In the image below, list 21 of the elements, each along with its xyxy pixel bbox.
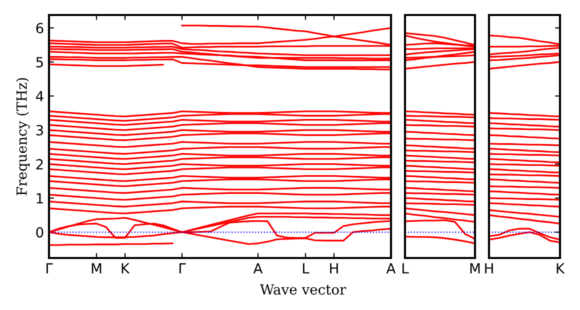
x-tick-label: Γ: [46, 263, 53, 274]
x-tick-label: A: [386, 263, 396, 274]
y-tick-label: 2: [36, 159, 43, 170]
x-tick-label: L: [302, 263, 310, 274]
x-axis-title: Wave vector: [260, 284, 346, 295]
y-tick-label: 1: [36, 193, 43, 204]
x-tick-label: Γ: [179, 263, 186, 274]
x-tick-label: K: [556, 263, 565, 274]
x-tick-label: H: [330, 263, 338, 274]
x-tick-label: H: [485, 263, 493, 274]
y-tick-label: 0: [36, 227, 44, 238]
y-tick-label: 6: [36, 22, 44, 34]
x-tick-label: A: [253, 263, 263, 274]
y-tick-label: 3: [36, 125, 44, 136]
x-tick-label: K: [122, 263, 130, 274]
x-tick-label: L: [402, 263, 409, 274]
y-tick-label: 4: [36, 91, 44, 102]
x-tick-label: M: [92, 263, 102, 274]
y-tick-label: 5: [36, 57, 43, 68]
y-axis-title: Frequency (THz): [16, 78, 30, 196]
x-tick-label: M: [470, 263, 480, 274]
